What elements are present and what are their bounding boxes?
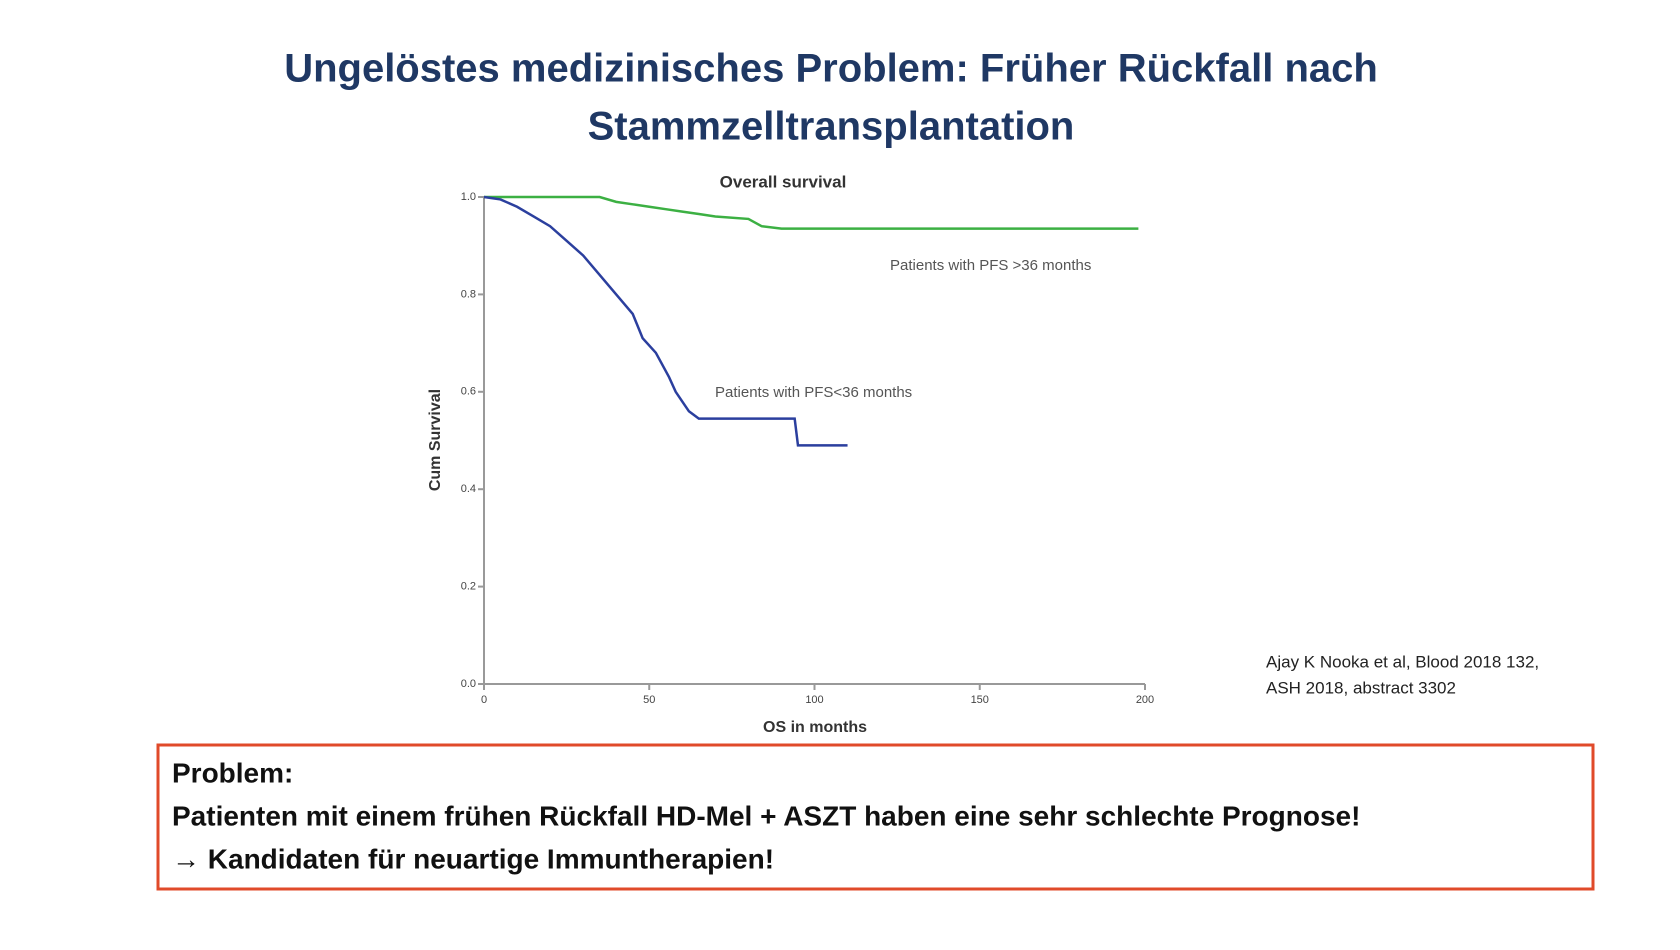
y-tick-label: 0.0 — [461, 678, 476, 690]
chart-title: Overall survival — [720, 172, 847, 191]
x-tick-label: 50 — [643, 694, 655, 706]
survival-curve — [484, 195, 1139, 230]
y-tick-label: 0.2 — [461, 581, 476, 593]
series-label: Patients with PFS >36 months — [890, 257, 1091, 274]
citation: Ajay K Nooka et al, Blood 2018 132, — [1266, 652, 1539, 671]
x-tick-label: 200 — [1136, 694, 1154, 706]
problem-line: Patienten mit einem frühen Rückfall HD-M… — [172, 800, 1360, 831]
y-tick-label: 1.0 — [461, 191, 476, 203]
problem-heading: Problem: — [172, 757, 293, 788]
survival-curve — [483, 195, 848, 447]
citation: ASH 2018, abstract 3302 — [1266, 678, 1456, 697]
y-tick-label: 0.8 — [461, 288, 476, 300]
slide-title: Ungelöstes medizinisches Problem: Früher… — [284, 47, 1378, 91]
y-tick-label: 0.4 — [461, 483, 476, 495]
x-tick-label: 150 — [971, 694, 989, 706]
y-tick-label: 0.6 — [461, 386, 476, 398]
slide-title: Stammzelltransplantation — [588, 105, 1075, 149]
y-axis-label: Cum Survival — [427, 389, 444, 491]
series-label: Patients with PFS<36 months — [715, 384, 912, 401]
problem-box — [156, 743, 1595, 891]
problem-line: → Kandidaten für neuartige Immuntherapie… — [172, 843, 774, 874]
x-tick-label: 100 — [805, 694, 823, 706]
x-tick-label: 0 — [481, 694, 487, 706]
x-axis-label: OS in months — [763, 719, 867, 736]
